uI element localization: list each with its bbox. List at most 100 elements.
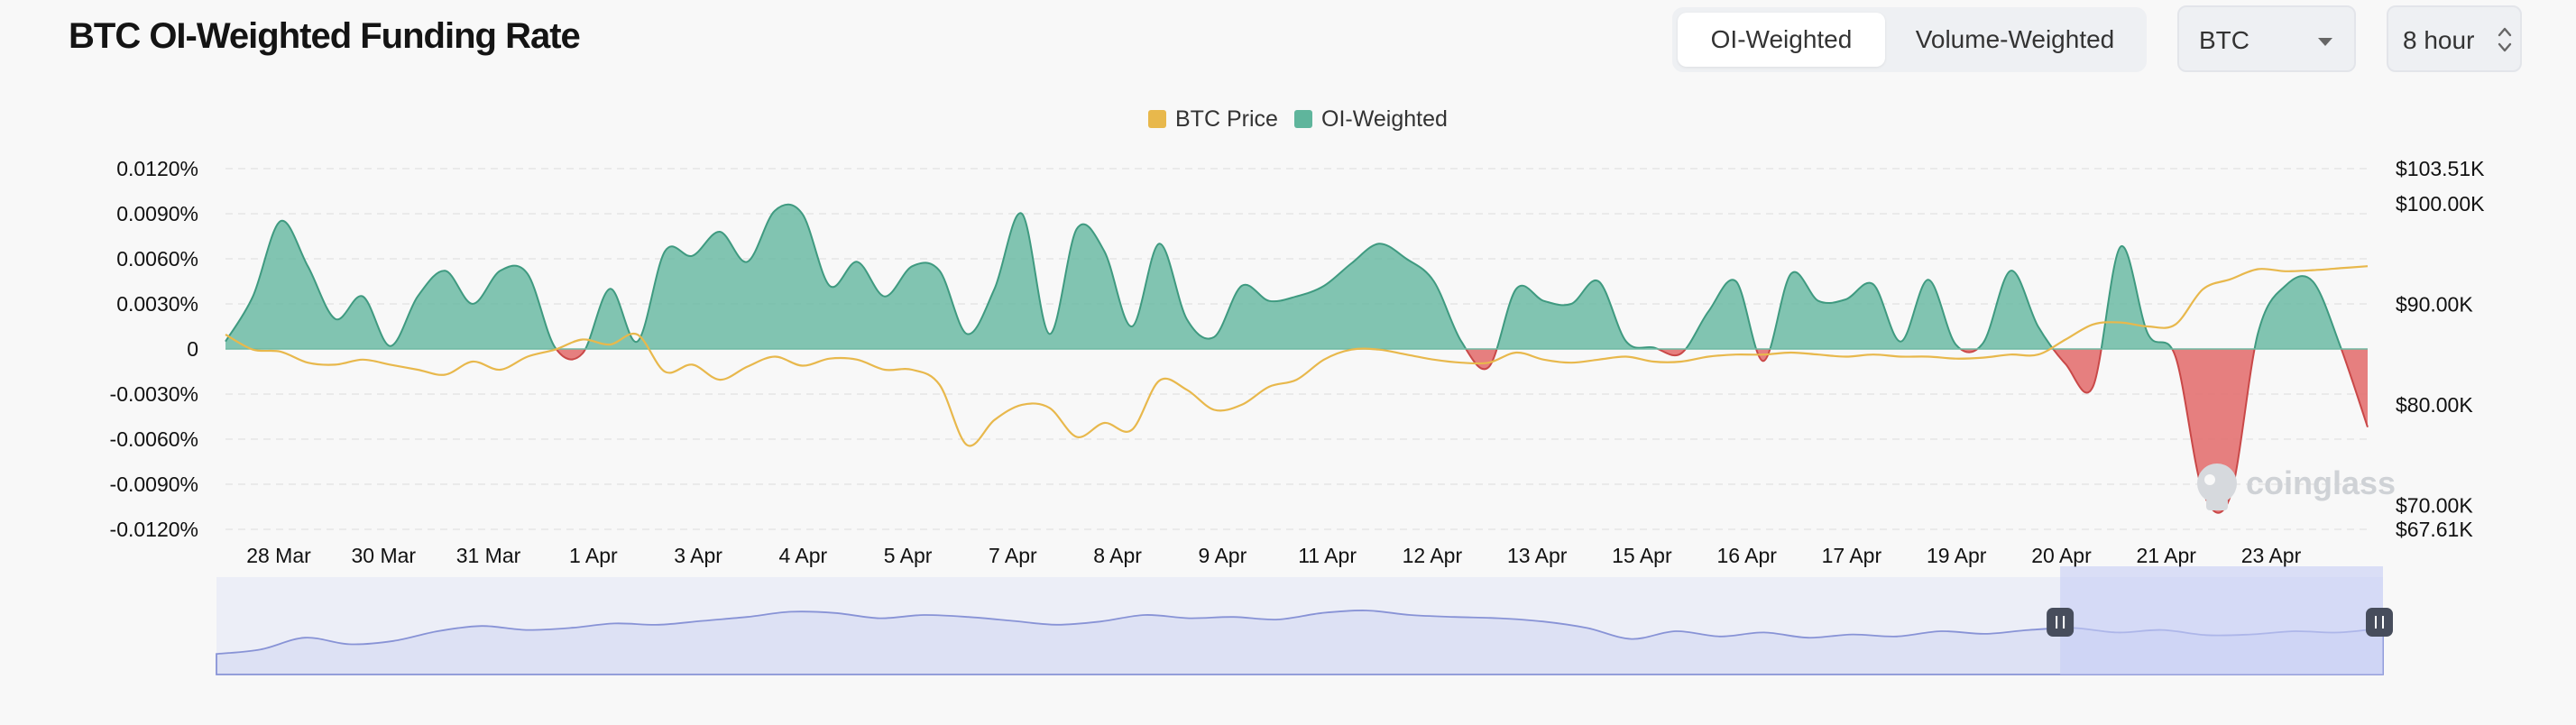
oi-weighted-point[interactable] [1871,282,1875,287]
oi-weighted-point[interactable] [965,332,970,336]
btc-price-point[interactable] [1981,355,1985,360]
btc-price-point[interactable] [2119,320,2123,325]
oi-weighted-point[interactable] [1734,280,1738,284]
legend-swatch-oi[interactable] [1294,110,1312,128]
btc-price-point[interactable] [910,368,915,372]
oi-weighted-point[interactable] [1844,298,1848,302]
oi-weighted-point[interactable] [2256,332,2260,336]
oi-weighted-point[interactable] [1596,280,1601,284]
oi-weighted-point[interactable] [992,287,997,291]
btc-price-point[interactable] [2091,322,2095,326]
btc-price-point[interactable] [1899,354,1903,359]
oi-weighted-point[interactable] [1926,278,1930,282]
btc-price-point[interactable] [773,354,777,359]
oi-weighted-point[interactable] [2283,284,2287,289]
oi-weighted-point[interactable] [1459,339,1464,344]
oi-weighted-point[interactable] [416,294,420,298]
oi-weighted-point[interactable] [663,249,667,253]
btc-price-point[interactable] [635,333,639,337]
navigator-selection[interactable] [2060,566,2383,675]
btc-price-point[interactable] [1844,354,1848,359]
btc-price-point[interactable] [2283,269,2287,273]
btc-price-point[interactable] [1047,406,1052,410]
btc-price-point[interactable] [1376,347,1381,352]
tab-volume-weighted[interactable]: Volume-Weighted [1915,25,2115,53]
btc-price-point[interactable] [1267,384,1272,389]
btc-price-point[interactable] [1762,353,1766,357]
btc-price-point[interactable] [1404,353,1409,357]
btc-price-point[interactable] [224,333,228,337]
btc-price-point[interactable] [498,368,502,372]
btc-price-point[interactable] [1734,353,1738,357]
oi-weighted-point[interactable] [1707,309,1711,314]
btc-price-point[interactable] [525,354,529,359]
btc-price-point[interactable] [1679,360,1683,364]
btc-price-point[interactable] [718,378,722,382]
oi-weighted-point[interactable] [361,294,365,298]
oi-weighted-point[interactable] [525,271,529,276]
oi-weighted-point[interactable] [1212,335,1217,339]
btc-price-point[interactable] [443,372,447,377]
btc-price-point[interactable] [2146,325,2150,329]
oi-weighted-point[interactable] [1376,242,1381,246]
navigator-handle-right[interactable] [2366,608,2393,637]
oi-weighted-point[interactable] [498,269,502,273]
oi-weighted-point[interactable] [2036,325,2040,329]
interval-select[interactable]: 8 hour [2387,5,2522,72]
btc-price-point[interactable] [2228,277,2232,281]
btc-price-point[interactable] [2173,322,2177,326]
oi-weighted-point[interactable] [306,264,310,269]
btc-price-point[interactable] [2009,353,2013,357]
btc-price-point[interactable] [1102,421,1107,426]
btc-price-point[interactable] [2338,266,2342,271]
btc-price-point[interactable] [690,362,695,367]
oi-weighted-point[interactable] [1954,343,1958,347]
btc-price-point[interactable] [1020,402,1025,407]
oi-weighted-point[interactable] [2119,244,2123,249]
oi-weighted-point[interactable] [1486,365,1491,370]
oi-weighted-point[interactable] [1404,257,1409,262]
btc-price-point[interactable] [1789,351,1793,355]
btc-price-point[interactable] [278,349,282,353]
btc-price-point[interactable] [827,356,832,361]
btc-price-point[interactable] [1569,361,1574,365]
btc-price-point[interactable] [1514,351,1519,355]
oi-weighted-point[interactable] [1294,294,1299,298]
oi-weighted-point[interactable] [2311,280,2315,284]
btc-price-point[interactable] [965,443,970,447]
btc-price-point[interactable] [1321,357,1326,362]
oi-weighted-point[interactable] [278,219,282,224]
btc-price-point[interactable] [937,382,942,387]
oi-weighted-point[interactable] [800,212,805,216]
oi-weighted-point[interactable] [827,284,832,289]
oi-weighted-point[interactable] [1514,287,1519,291]
oi-weighted-point[interactable] [2173,354,2177,359]
btc-price-point[interactable] [1651,360,1656,364]
oi-weighted-point[interactable] [1129,325,1134,329]
legend-label-oi[interactable]: OI-Weighted [1321,106,1448,132]
oi-weighted-point[interactable] [251,294,255,298]
btc-price-point[interactable] [663,370,667,374]
btc-price-point[interactable] [1294,378,1299,382]
btc-price-point[interactable] [1349,347,1354,352]
btc-price-point[interactable] [251,347,255,352]
oi-weighted-point[interactable] [882,294,887,298]
btc-price-point[interactable] [306,361,310,365]
oi-weighted-point[interactable] [2366,425,2370,429]
btc-price-point[interactable] [1129,427,1134,432]
legend-swatch-price[interactable] [1148,110,1166,128]
oi-weighted-point[interactable] [1624,339,1628,344]
btc-price-point[interactable] [2201,287,2205,291]
btc-price-point[interactable] [992,418,997,422]
oi-weighted-point[interactable] [333,317,337,321]
btc-price-point[interactable] [882,368,887,372]
btc-price-point[interactable] [1596,357,1601,362]
btc-price-point[interactable] [2366,264,2370,269]
btc-price-point[interactable] [1459,361,1464,365]
btc-price-point[interactable] [745,364,750,369]
oi-weighted-point[interactable] [1569,302,1574,307]
btc-price-point[interactable] [2036,353,2040,357]
oi-weighted-point[interactable] [1047,332,1052,336]
btc-price-point[interactable] [1212,408,1217,412]
btc-price-point[interactable] [1954,356,1958,361]
